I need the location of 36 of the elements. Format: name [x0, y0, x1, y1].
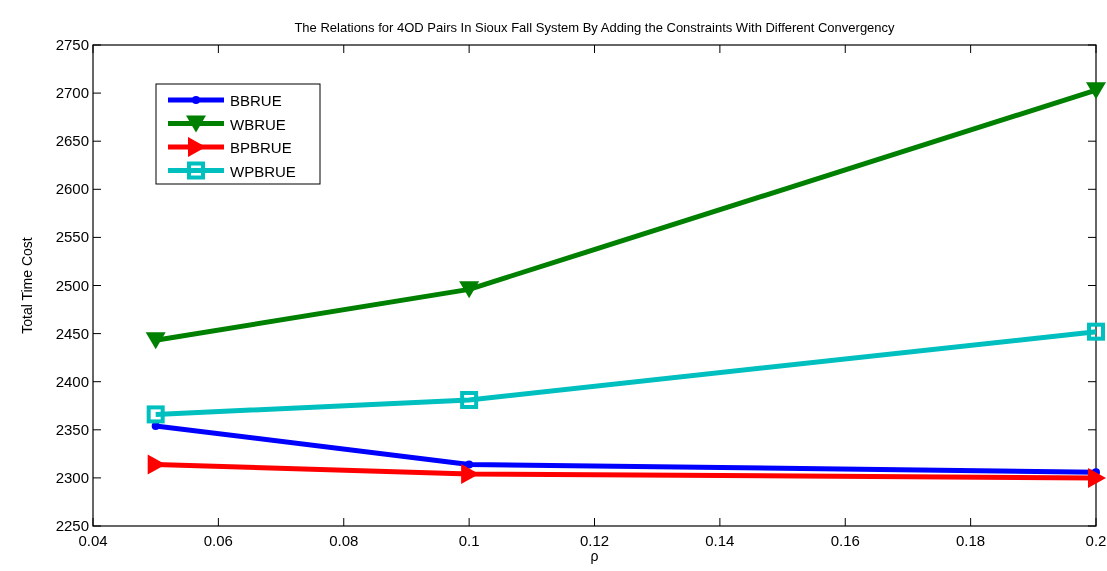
legend-label: WBRUE: [230, 115, 286, 133]
x-tick-label: 0.06: [203, 532, 233, 549]
x-tick-label: 0.04: [78, 532, 108, 549]
point: [459, 281, 480, 299]
point: [1086, 82, 1106, 100]
x-tick-label: 0.08: [329, 532, 359, 549]
x-tick-label: 0.18: [956, 532, 986, 549]
point: [465, 460, 474, 469]
chart-title: The Relations for 4OD Pairs In Sioux Fall System By Adding the Constraints With Different Convergency: [294, 20, 896, 35]
point: [146, 405, 165, 424]
x-tick-label: 0.12: [579, 532, 610, 549]
y-tick-label: 2500: [55, 276, 89, 294]
legend-label: WPBRUE: [230, 162, 296, 180]
point: [460, 390, 479, 409]
legend-label: BPBRUE: [230, 139, 292, 156]
point: [145, 332, 166, 350]
y-tick-label: 2450: [55, 324, 89, 342]
x-tick-label: 0.14: [705, 532, 735, 549]
y-tick-label: 2750: [55, 36, 89, 53]
y-tick-label: 2300: [55, 468, 89, 486]
y-axis-title: Total Time Cost: [19, 237, 35, 334]
y-tick-label: 2650: [55, 132, 89, 150]
y-tick-label: 2400: [55, 372, 89, 390]
x-axis-title: ρ: [590, 548, 599, 564]
y-tick-label: 2600: [55, 180, 89, 198]
x-tick-label: 0.1: [458, 532, 480, 549]
point: [1087, 322, 1105, 341]
legend-label: BBRUE: [230, 92, 282, 109]
y-tick-label: 2700: [55, 84, 89, 102]
point: [147, 454, 166, 475]
y-tick-label: 2250: [55, 517, 89, 534]
x-tick-label: 0.16: [830, 532, 860, 549]
y-tick-label: 2550: [55, 228, 89, 246]
x-tick-label: 0.2: [1085, 532, 1107, 549]
point: [1088, 467, 1106, 488]
y-tick-label: 2350: [55, 420, 89, 438]
